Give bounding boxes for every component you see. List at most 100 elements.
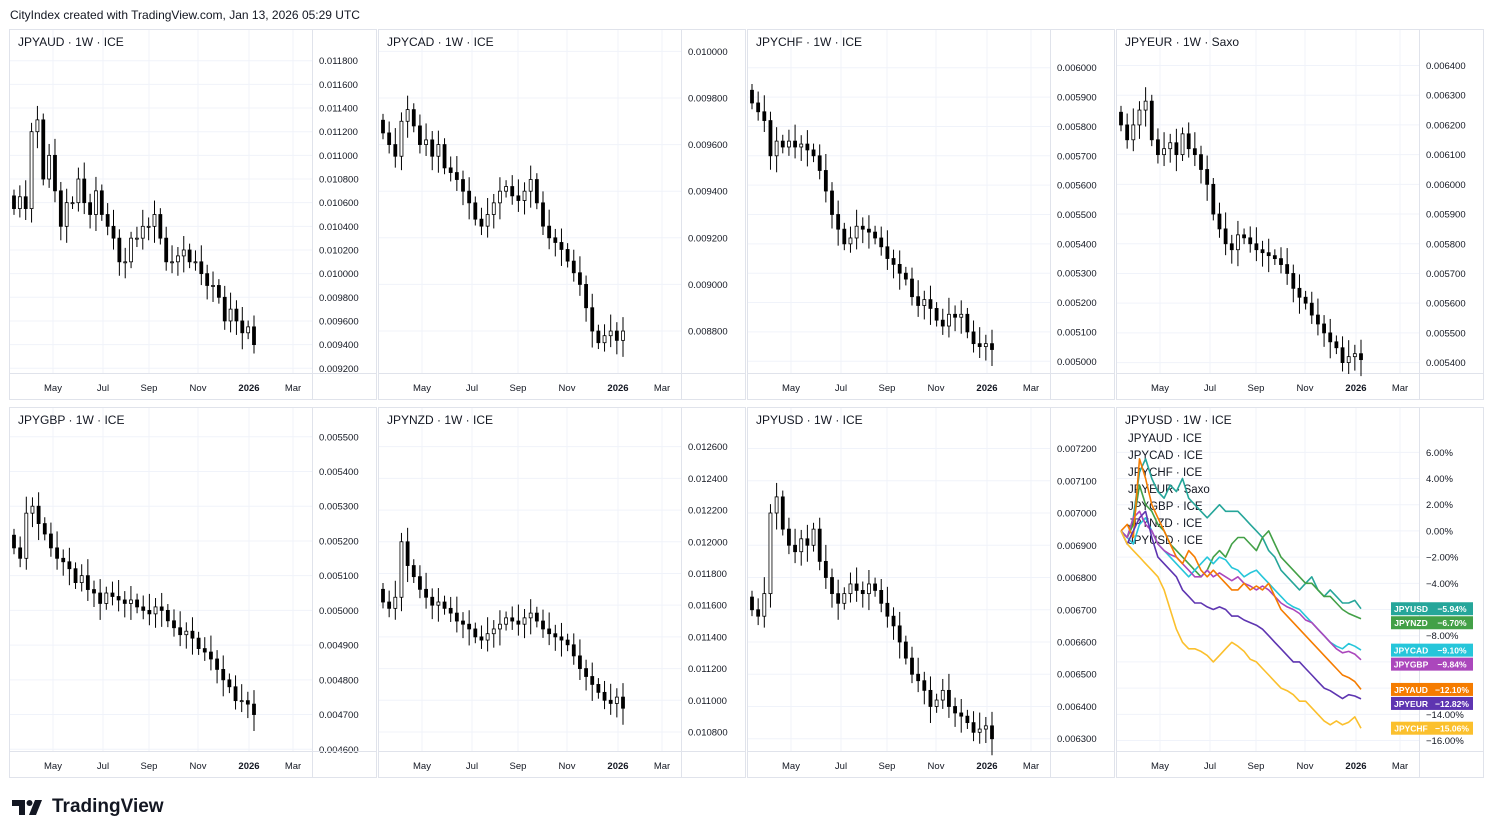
chart-panel-comparison: 6.00%4.00%2.00%0.00%−2.00%−4.00%−6.00%−8… xyxy=(1116,407,1484,778)
candle-body xyxy=(111,225,116,239)
candle-body xyxy=(73,568,78,584)
y-tick-label: 0.009200 xyxy=(319,364,359,375)
candle-body xyxy=(903,272,908,280)
y-tick-label: 0.011600 xyxy=(319,80,358,91)
y-tick-label: 0.005200 xyxy=(319,536,359,547)
x-tick-label: Nov xyxy=(190,383,207,394)
candle-body xyxy=(1211,183,1216,215)
candle-body xyxy=(1346,356,1351,364)
candle-body xyxy=(252,703,256,715)
candle-body xyxy=(823,560,828,578)
candle-body xyxy=(485,214,490,227)
y-tick-label: 0.009400 xyxy=(688,187,728,198)
candle-body xyxy=(473,628,478,638)
x-tick-label: Mar xyxy=(654,383,670,394)
candle-body xyxy=(387,601,392,609)
candle-body xyxy=(393,144,398,157)
candle-body xyxy=(147,609,152,615)
candle-body xyxy=(977,728,982,733)
candle-body xyxy=(1180,133,1185,156)
candle-body xyxy=(1316,314,1320,325)
tag-value-label: −6.70% xyxy=(1437,618,1467,628)
candle-body xyxy=(117,237,122,263)
x-tick-label: 2026 xyxy=(607,383,628,394)
candle-body xyxy=(903,641,908,659)
panel-title: JPYEUR · 1W · Saxo xyxy=(1125,35,1240,49)
y-tick-label: 0.005600 xyxy=(1426,299,1466,310)
candle-body xyxy=(1297,287,1302,298)
candle-body xyxy=(209,651,213,660)
y-tick-label: 0.006200 xyxy=(1426,120,1466,131)
candle-body xyxy=(193,261,198,264)
x-tick-label: Sep xyxy=(1248,761,1265,772)
x-tick-label: 2026 xyxy=(976,383,997,394)
candle-body xyxy=(152,214,157,227)
y-tick-label: 0.005600 xyxy=(1057,181,1097,192)
candle-body xyxy=(29,131,34,209)
y-tick-label: 0.006800 xyxy=(1057,573,1097,584)
series-line-jpyeur xyxy=(1120,510,1362,700)
candle-body xyxy=(928,689,933,707)
x-tick-label: Nov xyxy=(559,761,576,772)
candle-body xyxy=(873,583,877,591)
candle-body xyxy=(553,237,558,243)
panel-title: JPYUSD · 1W · ICE xyxy=(756,413,863,427)
chart-panel-jpyusd: 0.007200 0.007100 0.007000 0.006900 0.006800… xyxy=(747,407,1115,778)
candle-body xyxy=(774,140,779,157)
y-tick-label: 0.012400 xyxy=(688,474,728,485)
x-tick-label: May xyxy=(413,383,431,394)
candle-body xyxy=(750,89,754,104)
y-tick-label: 0.009200 xyxy=(688,233,728,244)
candle-body xyxy=(442,144,447,169)
x-tick-label: May xyxy=(782,761,800,772)
y-tick-label: 0.011400 xyxy=(688,632,727,643)
last-value-tag: JPYAUD −12.10% xyxy=(1391,682,1473,696)
candle-body xyxy=(965,715,970,724)
candle-body xyxy=(854,225,859,239)
candle-body xyxy=(436,601,441,606)
candle-body xyxy=(1168,142,1173,150)
candle-body xyxy=(123,261,128,264)
series-line-jpynzd xyxy=(1120,484,1362,620)
last-value-tag: JPYCAD −9.10% xyxy=(1391,643,1473,657)
candle-body xyxy=(990,343,994,350)
candle-body xyxy=(1205,169,1210,185)
y-tick-label: 0.004700 xyxy=(319,710,359,721)
candle-body xyxy=(891,615,896,627)
candle-body xyxy=(461,620,465,625)
candle-body xyxy=(947,313,951,327)
candle-body xyxy=(922,680,927,691)
candle-body xyxy=(885,602,890,617)
candle-body xyxy=(387,132,392,145)
candle-body xyxy=(36,505,41,524)
candle-body xyxy=(105,214,110,227)
candle-body xyxy=(940,689,945,701)
candle-body xyxy=(584,668,588,677)
candle-body xyxy=(70,202,75,205)
candle-body xyxy=(528,179,533,192)
y-tick-label: 0.012600 xyxy=(688,442,728,453)
candle-body xyxy=(602,691,607,701)
candle-body xyxy=(590,307,595,332)
x-tick-label: Nov xyxy=(559,383,576,394)
candle-body xyxy=(442,601,447,609)
candle-body xyxy=(516,195,521,201)
candle-body xyxy=(1174,142,1179,156)
x-tick-label: Mar xyxy=(1023,761,1039,772)
chart-panel-jpygbp: 0.005500 0.005400 0.005300 0.005200 0.005100… xyxy=(9,407,377,778)
x-tick-label: Mar xyxy=(1392,761,1408,772)
candle-body xyxy=(245,700,250,705)
candle-body xyxy=(30,505,35,514)
candle-body xyxy=(1242,234,1246,239)
candle-body xyxy=(252,326,256,346)
panel-title: JPYUSD · 1W · ICE xyxy=(1125,413,1232,427)
x-tick-label: Jul xyxy=(1204,383,1216,394)
candle-body xyxy=(430,139,435,157)
candle-body xyxy=(971,722,976,733)
x-tick-label: Jul xyxy=(1204,761,1216,772)
tag-name-box xyxy=(1391,657,1431,671)
candle-body xyxy=(1303,296,1308,304)
chart-panel-jpyaud: 0.011800 0.011600 0.011400 0.011200 0.011000… xyxy=(9,29,377,400)
candle-body xyxy=(553,633,558,638)
y-tick-label: 0.005000 xyxy=(1057,357,1097,368)
